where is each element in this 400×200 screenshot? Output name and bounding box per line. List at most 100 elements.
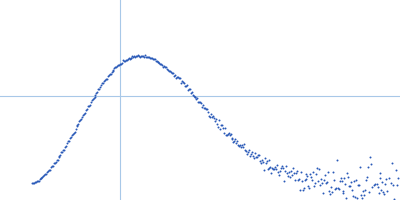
Point — [322, 173, 328, 177]
Point — [310, 170, 316, 173]
Point — [164, 67, 170, 70]
Point — [353, 179, 359, 182]
Point — [278, 167, 284, 170]
Point — [211, 117, 217, 120]
Point — [116, 63, 122, 66]
Point — [144, 55, 151, 58]
Point — [46, 168, 52, 171]
Point — [184, 84, 190, 87]
Point — [346, 184, 352, 187]
Point — [381, 192, 388, 195]
Point — [103, 78, 109, 81]
Point — [30, 182, 36, 185]
Point — [194, 97, 201, 100]
Point — [57, 153, 64, 156]
Point — [372, 182, 378, 185]
Point — [314, 167, 320, 170]
Point — [366, 190, 372, 194]
Point — [154, 60, 161, 63]
Point — [300, 187, 307, 190]
Point — [36, 179, 42, 183]
Point — [290, 166, 296, 169]
Point — [90, 98, 96, 101]
Point — [203, 108, 210, 111]
Point — [131, 54, 138, 57]
Point — [117, 62, 123, 66]
Point — [334, 186, 341, 189]
Point — [169, 71, 175, 75]
Point — [129, 55, 136, 58]
Point — [313, 172, 320, 175]
Point — [348, 180, 354, 183]
Point — [101, 80, 107, 83]
Point — [50, 161, 57, 164]
Point — [39, 175, 46, 179]
Point — [341, 177, 348, 180]
Point — [42, 173, 48, 176]
Point — [303, 178, 310, 181]
Point — [158, 62, 165, 65]
Point — [177, 77, 183, 80]
Point — [352, 196, 358, 199]
Point — [337, 176, 344, 180]
Point — [207, 115, 213, 118]
Point — [280, 166, 286, 170]
Point — [366, 156, 373, 159]
Point — [296, 178, 302, 181]
Point — [181, 81, 187, 85]
Point — [254, 155, 260, 158]
Point — [153, 59, 160, 63]
Point — [326, 190, 332, 193]
Point — [29, 181, 35, 184]
Point — [122, 59, 129, 62]
Point — [376, 176, 383, 179]
Point — [250, 154, 256, 157]
Point — [37, 177, 44, 180]
Point — [368, 162, 374, 165]
Point — [388, 182, 394, 185]
Point — [354, 196, 360, 199]
Point — [232, 138, 239, 141]
Point — [192, 95, 199, 99]
Point — [277, 169, 283, 172]
Point — [276, 173, 282, 176]
Point — [188, 91, 194, 94]
Point — [70, 133, 76, 136]
Point — [44, 170, 50, 173]
Point — [234, 140, 240, 143]
Point — [47, 168, 53, 171]
Point — [45, 169, 51, 173]
Point — [356, 184, 362, 187]
Point — [272, 165, 278, 168]
Point — [252, 152, 258, 155]
Point — [127, 56, 134, 59]
Point — [124, 58, 130, 62]
Point — [374, 185, 381, 188]
Point — [142, 54, 148, 57]
Point — [152, 59, 159, 62]
Point — [260, 161, 266, 164]
Point — [340, 192, 347, 195]
Point — [218, 123, 224, 127]
Point — [54, 159, 60, 162]
Point — [294, 170, 300, 173]
Point — [258, 159, 265, 162]
Point — [332, 186, 339, 189]
Point — [86, 104, 92, 107]
Point — [157, 63, 164, 66]
Point — [380, 191, 386, 194]
Point — [218, 124, 225, 127]
Point — [231, 139, 238, 142]
Point — [217, 128, 223, 131]
Point — [111, 67, 118, 70]
Point — [298, 179, 305, 183]
Point — [319, 181, 325, 184]
Point — [81, 112, 87, 115]
Point — [235, 144, 242, 147]
Point — [77, 119, 84, 122]
Point — [351, 179, 357, 183]
Point — [241, 142, 247, 145]
Point — [173, 76, 179, 79]
Point — [213, 117, 219, 120]
Point — [141, 55, 147, 58]
